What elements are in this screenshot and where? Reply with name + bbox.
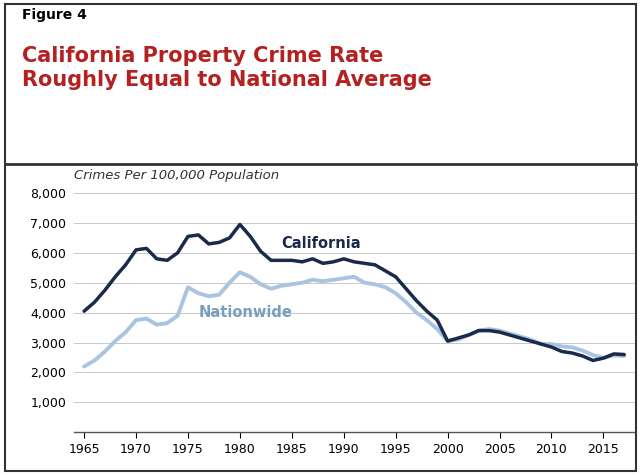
Text: Nationwide: Nationwide <box>198 305 292 320</box>
Text: California: California <box>281 237 361 251</box>
Text: Figure 4: Figure 4 <box>22 8 87 22</box>
Text: California Property Crime Rate
Roughly Equal to National Average: California Property Crime Rate Roughly E… <box>22 46 432 90</box>
Text: Crimes Per 100,000 Population: Crimes Per 100,000 Population <box>74 169 279 181</box>
